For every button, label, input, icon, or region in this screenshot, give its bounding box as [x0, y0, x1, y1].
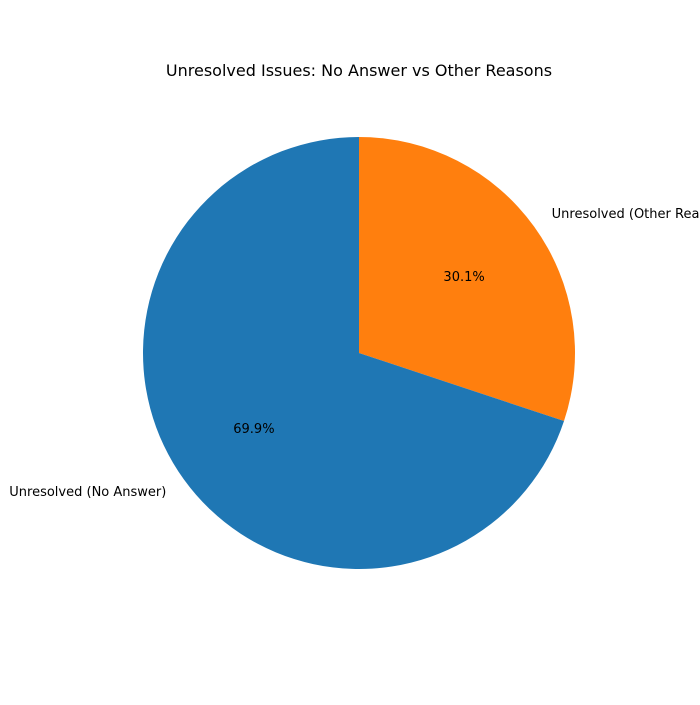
- slice-percent-2: 69.9%: [233, 422, 274, 437]
- pie-slice-1: [359, 137, 575, 422]
- slice-label-1: Unresolved (Other Reasons): [552, 207, 700, 222]
- pie-slice-2: [142, 137, 565, 569]
- pie-labels: Unresolved (Other Reasons) 30.1% Unresolve…: [9, 207, 700, 500]
- slice-percent-1: 30.1%: [443, 270, 484, 285]
- chart-title: Unresolved Issues: No Answer vs Other Re…: [166, 61, 552, 80]
- slice-label-2: Unresolved (No Answer): [9, 485, 166, 500]
- pie-slices: [142, 137, 575, 569]
